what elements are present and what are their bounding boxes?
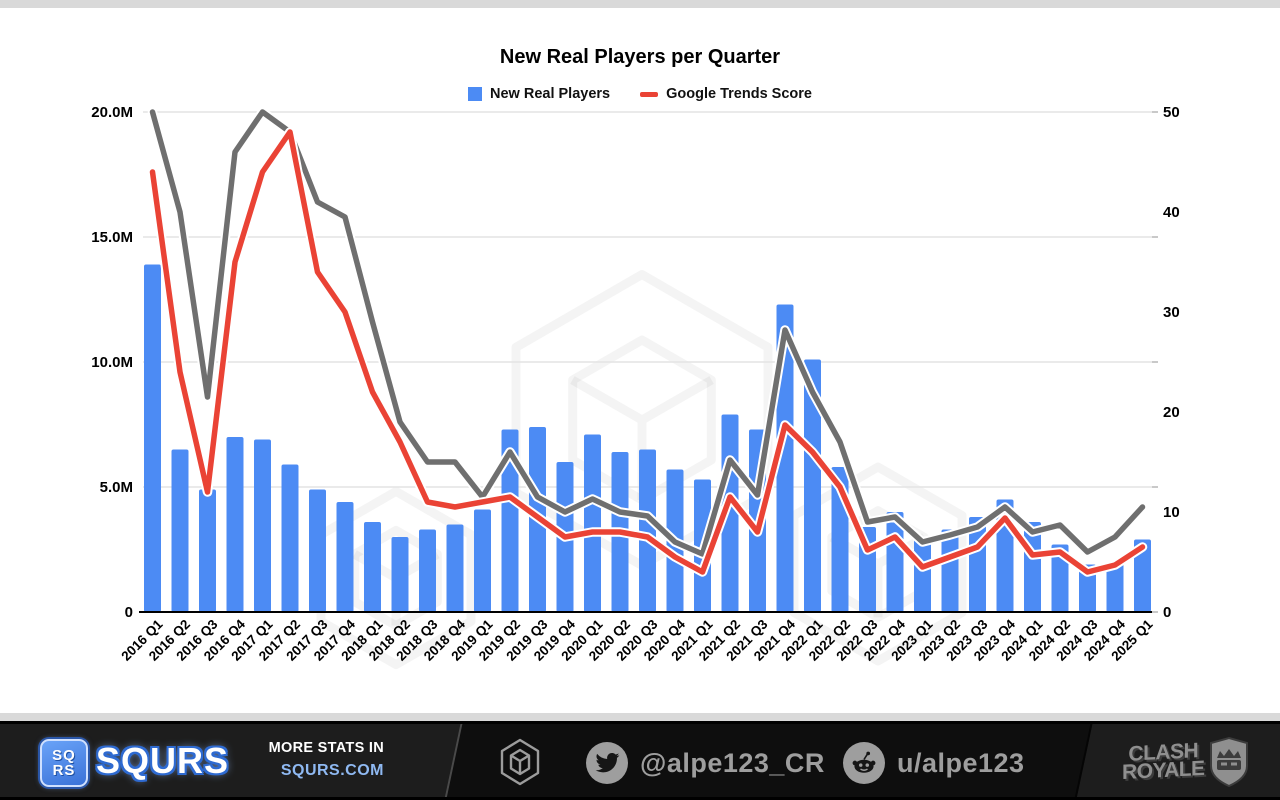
y-axis-left-labels: 0 5.0M 10.0M 15.0M 20.0M — [91, 104, 133, 621]
bars-new-real-players — [144, 264, 1151, 612]
svg-text:20.0M: 20.0M — [91, 104, 133, 121]
clash-royale-logo: CLASH ROYALE — [1122, 736, 1251, 788]
royale-text: ROYALE — [1122, 756, 1205, 785]
bar-2017 Q2 — [281, 464, 299, 612]
bar-2022 Q1 — [804, 359, 821, 612]
twitter-handle[interactable]: @alpe123_CR — [640, 748, 825, 778]
bar-2025 Q1 — [1134, 539, 1151, 612]
more-stats-text: MORE STATS IN — [268, 740, 384, 756]
clash-royale-wordmark: CLASH ROYALE — [1122, 739, 1205, 785]
bar-2024 Q4 — [1106, 562, 1124, 612]
chart-canvas: 0 5.0M 10.0M 15.0M 20.0M 0 10 20 30 40 50 2016 Q120… — [91, 104, 1180, 670]
google-trends-line — [147, 127, 1148, 577]
more-stats-callout[interactable]: MORE STATS IN SQURS.COM — [220, 738, 384, 782]
reddit-link[interactable] — [843, 742, 885, 784]
svg-text:20: 20 — [1163, 404, 1180, 421]
clash-royale-shield-icon — [1209, 736, 1248, 788]
bar-2018 Q4 — [446, 524, 464, 612]
footer-bar: SQ RS SQURS MORE STATS IN SQURS.COM @alp… — [0, 721, 1280, 800]
legend-label: New Real Players — [490, 86, 611, 102]
svg-text:30: 30 — [1163, 304, 1180, 321]
legend-label: Google Trends Score — [666, 86, 812, 102]
bar-2023 Q1 — [914, 537, 931, 612]
svg-text:0: 0 — [125, 604, 133, 621]
twitter-bird-icon — [595, 752, 620, 773]
bar-2019 Q1 — [474, 509, 491, 612]
bottom-strip — [0, 713, 1280, 721]
gray-trend-line — [147, 107, 1148, 559]
bar-2018 Q3 — [419, 529, 436, 612]
reddit-handle[interactable]: u/alpe123 — [897, 748, 1025, 778]
squrs-hex-logo-icon — [499, 738, 541, 791]
bar-2017 Q3 — [309, 489, 326, 612]
y-axis-right-labels: 0 10 20 30 40 50 — [1163, 104, 1180, 621]
bar-2017 Q1 — [254, 439, 271, 612]
squrs-com-link[interactable]: SQURS.COM — [280, 762, 384, 780]
bar-2019 Q2 — [501, 429, 519, 612]
bar-2017 Q4 — [336, 502, 354, 612]
bar-2020 Q1 — [584, 434, 601, 612]
bar-2023 Q2 — [941, 529, 959, 612]
bar-2024 Q3 — [1079, 564, 1096, 612]
chart-legend: New Real Players Google Trends Score — [0, 86, 1280, 102]
svg-text:0: 0 — [1163, 604, 1171, 621]
reddit-alien-icon — [852, 751, 876, 773]
bar-2016 Q3 — [199, 489, 216, 612]
bar-2018 Q1 — [364, 522, 381, 612]
twitter-link[interactable] — [586, 742, 628, 784]
bar-2020 Q3 — [639, 449, 656, 612]
svg-text:15.0M: 15.0M — [91, 229, 133, 246]
svg-text:50: 50 — [1163, 104, 1180, 121]
chart-area: New Real Players per Quarter New Real Pl… — [0, 8, 1280, 713]
top-strip — [0, 0, 1280, 8]
squrs-brand-wordmark: SQURS — [96, 740, 230, 781]
svg-text:40: 40 — [1163, 204, 1180, 221]
chart-title: New Real Players per Quarter — [499, 46, 781, 68]
svg-text:10.0M: 10.0M — [91, 354, 133, 371]
bar-2018 Q2 — [391, 537, 409, 612]
bar-2024 Q2 — [1051, 544, 1069, 612]
legend-swatch-bar — [468, 87, 483, 101]
svg-text:5.0M: 5.0M — [100, 479, 133, 496]
bar-2016 Q4 — [226, 437, 244, 612]
squrs-badge-text: SQ — [52, 747, 76, 764]
squrs-badge-text: RS — [52, 762, 76, 779]
svg-text:10: 10 — [1163, 504, 1180, 521]
legend-item-line: Google Trends Score — [640, 86, 812, 102]
legend-swatch-line — [640, 91, 659, 97]
bar-2016 Q1 — [144, 264, 161, 612]
squrs-logo-badge: SQ RS — [40, 739, 88, 787]
legend-item-bars: New Real Players — [468, 86, 610, 102]
bar-2016 Q2 — [171, 449, 189, 612]
